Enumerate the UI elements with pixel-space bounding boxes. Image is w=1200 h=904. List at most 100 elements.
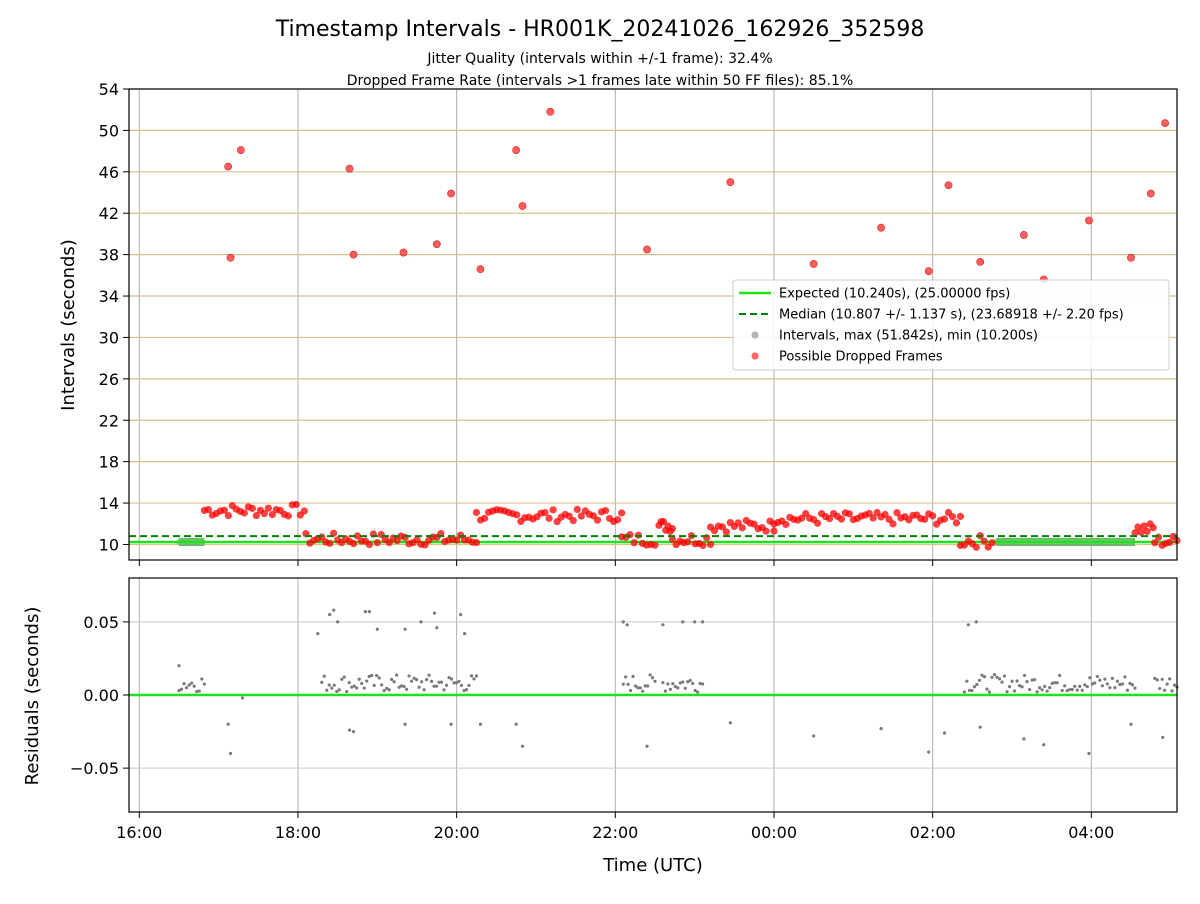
- chart-subtitle-dropped: Dropped Frame Rate (intervals >1 frames …: [347, 73, 854, 89]
- dropped-frame-point: [1134, 523, 1142, 531]
- top-y-tick-label: 14: [99, 494, 119, 513]
- dropped-frame-point: [699, 541, 707, 550]
- residual-point: [1130, 683, 1135, 687]
- residual-point: [1098, 678, 1102, 682]
- residual-outlier-point: [332, 608, 336, 612]
- residual-point: [1053, 681, 1057, 685]
- x-tick-label: 04:00: [1068, 823, 1114, 842]
- dropped-frame-point: [220, 506, 228, 514]
- residual-point: [182, 681, 186, 686]
- dropped-frame-point: [373, 538, 381, 547]
- residual-point: [472, 677, 476, 681]
- residual-point: [322, 674, 326, 678]
- dropped-frame-point: [814, 519, 822, 527]
- residual-point: [646, 684, 650, 688]
- dropped-frame-point: [738, 524, 746, 532]
- dropped-frame-point: [330, 529, 338, 537]
- residual-point: [422, 688, 426, 692]
- dropped-frame-point: [988, 539, 996, 547]
- residual-point: [459, 683, 464, 687]
- residual-point: [1118, 682, 1122, 687]
- chart-subtitle-jitter: Jitter Quality (intervals within +/-1 fr…: [426, 51, 772, 67]
- dropped-frame-point: [401, 533, 409, 541]
- residual-point: [700, 682, 705, 686]
- residual-point: [385, 686, 389, 690]
- residual-point: [439, 680, 444, 684]
- residual-point: [1055, 681, 1059, 685]
- dropped-frame-outlier: [224, 162, 233, 171]
- residual-point: [1088, 676, 1092, 680]
- dropped-frame-point: [952, 519, 961, 527]
- dropped-frame-point: [569, 516, 577, 525]
- residual-point: [643, 684, 647, 688]
- residual-point: [636, 686, 640, 690]
- residual-outlier-point: [728, 721, 732, 725]
- residual-point: [1075, 688, 1079, 692]
- dropped-frame-outlier: [349, 250, 358, 259]
- residual-point: [1160, 677, 1164, 681]
- residual-point: [698, 681, 702, 686]
- residual-point: [693, 688, 697, 693]
- residual-point: [967, 688, 972, 692]
- dropped-frame-point: [948, 513, 957, 521]
- legend-swatch-marker: [751, 352, 759, 360]
- residual-point: [190, 681, 194, 685]
- residual-point: [696, 690, 700, 694]
- residual-point: [628, 688, 633, 693]
- dropped-frame-point: [601, 506, 610, 515]
- residual-point: [1002, 674, 1007, 678]
- dropped-frame-point: [1149, 524, 1157, 532]
- residual-outlier-point: [927, 750, 931, 754]
- dropped-frame-point: [300, 507, 308, 515]
- residual-point: [345, 689, 349, 694]
- dropped-frame-point: [837, 515, 846, 523]
- legend-label: Median (10.807 +/- 1.137 s), (23.68918 +…: [779, 308, 1124, 323]
- residual-point: [663, 689, 667, 693]
- residual-outlier-point: [226, 722, 230, 726]
- dropped-frame-point: [549, 506, 557, 514]
- residual-point: [980, 673, 984, 677]
- dropped-frame-outlier: [1085, 216, 1093, 225]
- top-y-tick-label: 30: [99, 328, 119, 347]
- residual-point: [187, 683, 191, 687]
- residual-outlier-point: [435, 626, 439, 630]
- dropped-frame-point: [706, 540, 715, 549]
- dropped-frame-outlier: [236, 146, 245, 154]
- residual-point: [437, 680, 441, 684]
- residual-point: [972, 685, 977, 689]
- residual-point: [449, 677, 454, 681]
- dropped-frame-outlier: [944, 181, 953, 190]
- top-y-tick-label: 18: [99, 453, 119, 472]
- residual-outlier-point: [974, 620, 978, 624]
- residual-point: [1120, 682, 1125, 686]
- dropped-frame-point: [545, 514, 553, 522]
- dropped-frame-point: [881, 510, 889, 519]
- residual-point: [424, 678, 429, 682]
- residual-point: [184, 686, 189, 690]
- residual-point: [1125, 688, 1130, 692]
- dropped-frame-point: [929, 512, 937, 520]
- dropped-frame-point: [630, 539, 638, 547]
- residual-point: [641, 689, 645, 693]
- residual-outlier-point: [240, 696, 245, 700]
- dropped-frame-point: [626, 531, 634, 539]
- residual-outlier-point: [1161, 735, 1165, 740]
- dropped-frame-point: [513, 511, 521, 519]
- legend-label: Intervals, max (51.842s), min (10.200s): [779, 329, 1038, 344]
- residuals-panel: −0.05 0.00 0.05 16:00 18:00 20:00 22:00 00:00 02…: [70, 577, 1179, 842]
- dropped-frame-outlier: [432, 240, 441, 249]
- residual-outlier-point: [812, 734, 816, 738]
- residual-outlier-point: [478, 722, 483, 726]
- dropped-frame-outlier: [1019, 231, 1028, 239]
- residual-point: [370, 673, 374, 678]
- residual-point: [397, 685, 401, 689]
- residual-point: [1158, 686, 1162, 691]
- dropped-frame-point: [684, 538, 692, 546]
- residual-point: [650, 676, 655, 680]
- residual-outlier-point: [514, 722, 518, 726]
- dropped-frame-outlier: [976, 257, 985, 266]
- dropped-frame-point: [284, 512, 292, 520]
- residual-point: [452, 681, 456, 685]
- dropped-frame-point: [940, 515, 949, 523]
- dropped-frame-point: [577, 512, 585, 520]
